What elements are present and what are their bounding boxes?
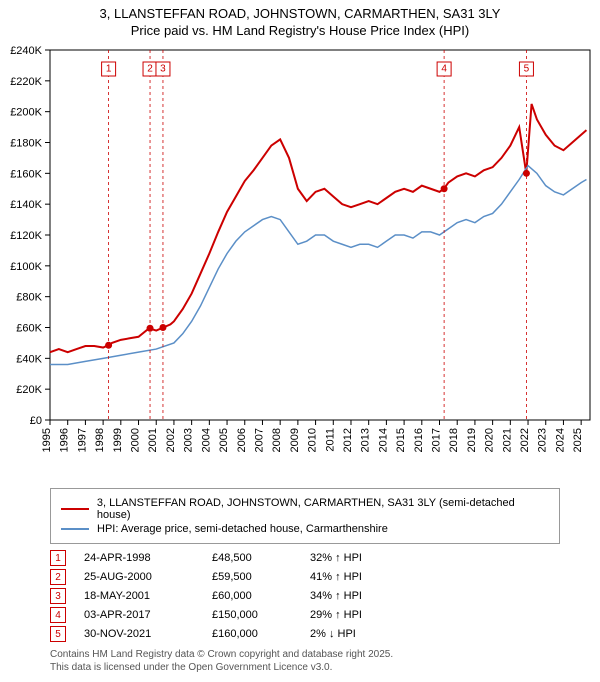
svg-text:2007: 2007 [253,428,265,452]
svg-text:2004: 2004 [200,428,212,452]
svg-text:£140K: £140K [10,199,42,211]
transaction-pct: 34% ↑ HPI [310,590,400,602]
transaction-price: £59,500 [212,571,292,583]
svg-text:1997: 1997 [76,428,88,452]
transaction-row: 2 25-AUG-2000 £59,500 41% ↑ HPI [50,569,560,585]
svg-text:2012: 2012 [342,428,354,452]
transaction-date: 25-AUG-2000 [84,571,194,583]
transaction-index-box: 5 [50,626,66,642]
title-line-2: Price paid vs. HM Land Registry's House … [10,23,590,38]
legend-label: HPI: Average price, semi-detached house,… [97,523,388,535]
svg-text:2001: 2001 [147,428,159,452]
transaction-date: 03-APR-2017 [84,609,194,621]
svg-text:2010: 2010 [307,428,319,452]
svg-text:£220K: £220K [10,76,42,88]
transaction-pct: 32% ↑ HPI [310,552,400,564]
svg-text:1999: 1999 [112,428,124,452]
legend-swatch [61,528,89,530]
svg-text:2022: 2022 [519,428,531,452]
svg-text:2024: 2024 [554,428,566,452]
line-chart-svg: £0 £20K £40K £60K £80K £100K £120K £140K £160K £1… [0,40,600,480]
transaction-row: 5 30-NOV-2021 £160,000 2% ↓ HPI [50,626,560,642]
svg-text:£80K: £80K [16,292,42,304]
chart-container: 3, LLANSTEFFAN ROAD, JOHNSTOWN, CARMARTH… [0,0,600,674]
svg-text:2: 2 [147,64,153,75]
transaction-date: 18-MAY-2001 [84,590,194,602]
svg-text:£240K: £240K [10,45,42,57]
svg-text:1: 1 [106,64,112,75]
footer-line-2: This data is licensed under the Open Gov… [50,661,560,674]
legend-item: HPI: Average price, semi-detached house,… [61,523,549,535]
svg-text:2020: 2020 [484,428,496,452]
svg-text:£100K: £100K [10,261,42,273]
svg-text:2016: 2016 [413,428,425,452]
svg-text:1998: 1998 [94,428,106,452]
transaction-index-box: 4 [50,607,66,623]
svg-text:2003: 2003 [183,428,195,452]
legend: 3, LLANSTEFFAN ROAD, JOHNSTOWN, CARMARTH… [50,488,560,544]
svg-text:1995: 1995 [41,428,53,452]
transaction-price: £160,000 [212,628,292,640]
svg-text:1996: 1996 [59,428,71,452]
svg-text:2005: 2005 [218,428,230,452]
transaction-pct: 2% ↓ HPI [310,628,400,640]
svg-text:£160K: £160K [10,168,42,180]
footer-attribution: Contains HM Land Registry data © Crown c… [50,648,560,674]
title-block: 3, LLANSTEFFAN ROAD, JOHNSTOWN, CARMARTH… [0,0,600,40]
svg-text:2017: 2017 [431,428,443,452]
svg-text:2002: 2002 [165,428,177,452]
legend-label: 3, LLANSTEFFAN ROAD, JOHNSTOWN, CARMARTH… [97,497,549,521]
transaction-index-box: 3 [50,588,66,604]
transaction-row: 1 24-APR-1998 £48,500 32% ↑ HPI [50,550,560,566]
svg-text:£120K: £120K [10,230,42,242]
title-line-1: 3, LLANSTEFFAN ROAD, JOHNSTOWN, CARMARTH… [10,6,590,21]
transaction-index-box: 1 [50,550,66,566]
svg-text:£40K: £40K [16,353,42,365]
svg-text:£180K: £180K [10,138,42,150]
transaction-date: 30-NOV-2021 [84,628,194,640]
transaction-price: £150,000 [212,609,292,621]
svg-text:4: 4 [441,64,447,75]
svg-text:2011: 2011 [324,428,336,452]
svg-text:£20K: £20K [16,384,42,396]
transaction-table: 1 24-APR-1998 £48,500 32% ↑ HPI 2 25-AUG-2000… [50,550,560,642]
transaction-row: 3 18-MAY-2001 £60,000 34% ↑ HPI [50,588,560,604]
svg-text:2008: 2008 [271,428,283,452]
transaction-index-box: 2 [50,569,66,585]
transaction-pct: 29% ↑ HPI [310,609,400,621]
svg-text:2023: 2023 [537,428,549,452]
svg-text:2006: 2006 [236,428,248,452]
svg-text:2025: 2025 [572,428,584,452]
chart-area: £0 £20K £40K £60K £80K £100K £120K £140K £160K £1… [0,40,600,480]
legend-item: 3, LLANSTEFFAN ROAD, JOHNSTOWN, CARMARTH… [61,497,549,521]
svg-text:3: 3 [160,64,166,75]
svg-text:2014: 2014 [377,428,389,452]
svg-text:2018: 2018 [448,428,460,452]
svg-text:2021: 2021 [501,428,513,452]
svg-text:£200K: £200K [10,107,42,119]
svg-text:2015: 2015 [395,428,407,452]
transaction-date: 24-APR-1998 [84,552,194,564]
transaction-pct: 41% ↑ HPI [310,571,400,583]
transaction-price: £60,000 [212,590,292,602]
svg-text:£0: £0 [30,415,42,427]
transaction-price: £48,500 [212,552,292,564]
transaction-row: 4 03-APR-2017 £150,000 29% ↑ HPI [50,607,560,623]
svg-text:2009: 2009 [289,428,301,452]
legend-swatch [61,508,89,510]
svg-text:2013: 2013 [360,428,372,452]
svg-text:2019: 2019 [466,428,478,452]
svg-text:2000: 2000 [130,428,142,452]
svg-text:£60K: £60K [16,323,42,335]
svg-text:5: 5 [524,64,530,75]
